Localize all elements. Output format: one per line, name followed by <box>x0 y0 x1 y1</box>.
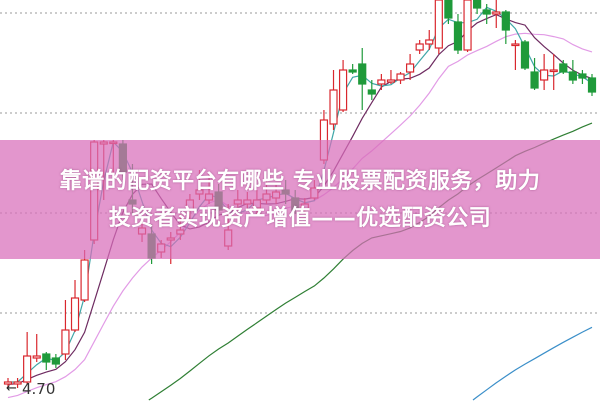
candle-body <box>42 353 51 363</box>
candle-body <box>587 77 597 93</box>
candle-body <box>444 0 453 19</box>
candle-body <box>338 69 348 111</box>
candle-body <box>463 0 472 51</box>
candle-body <box>425 39 434 45</box>
candle-body <box>329 89 338 125</box>
candle-body <box>61 329 70 355</box>
price-axis-label: 4.70 <box>22 380 56 398</box>
candle-body <box>520 41 530 69</box>
candle-body <box>405 63 415 73</box>
candle-body <box>453 21 463 51</box>
candle-body <box>396 73 405 81</box>
candle-body <box>415 43 424 51</box>
candle-body <box>530 71 539 89</box>
candle-body <box>70 297 80 331</box>
candle-body <box>482 9 491 15</box>
candle-body <box>3 381 13 385</box>
candle-body <box>13 381 22 385</box>
candle-body <box>367 89 376 95</box>
candle-body <box>540 69 549 81</box>
candle-body <box>23 355 32 383</box>
candle-body <box>32 355 41 359</box>
candle-body <box>377 79 386 85</box>
banner-line-2: 投资者实现资产增值——优选配资公司 <box>108 205 492 231</box>
candle-body <box>386 79 396 83</box>
candle-body <box>434 0 443 49</box>
candle-body <box>80 259 89 301</box>
ma120-line <box>472 326 593 401</box>
candle-body <box>511 43 520 47</box>
candle-body <box>559 63 568 73</box>
candle-body <box>549 69 558 73</box>
banner-line-1: 靠谱的配资平台有哪些 专业股票配资服务，助力 <box>59 168 541 194</box>
candle-body <box>348 69 357 73</box>
candle-body <box>568 71 577 81</box>
candle-body <box>358 63 367 85</box>
candle-body <box>51 357 60 365</box>
promo-banner: 靠谱的配资平台有哪些 专业股票配资服务，助力 投资者实现资产增值——优选配资公司 <box>0 140 600 259</box>
candle-body <box>578 73 587 79</box>
candle-body <box>501 11 510 31</box>
candle-body <box>492 11 501 15</box>
price-arrow-icon: ← <box>6 381 17 396</box>
candle-body <box>473 0 482 9</box>
